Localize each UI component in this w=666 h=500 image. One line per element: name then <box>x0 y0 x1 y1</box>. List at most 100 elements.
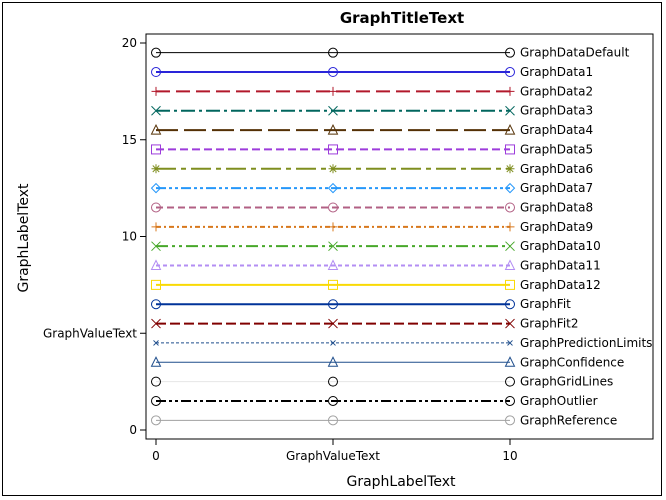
data-point-marker <box>151 202 161 213</box>
series-label: GraphReference <box>520 413 617 427</box>
data-point-marker <box>504 123 516 135</box>
data-point-marker <box>328 86 338 96</box>
series-graphdata9: GraphData9 <box>151 220 593 234</box>
series-label: GraphData9 <box>520 220 593 234</box>
data-point-marker <box>330 340 336 346</box>
data-point-marker <box>505 222 515 232</box>
series-graphdatadefault: GraphDataDefault <box>151 46 630 60</box>
x-axis-label: GraphLabelText <box>346 474 456 490</box>
data-point-marker <box>505 67 515 78</box>
series-graphdata1: GraphData1 <box>151 65 593 79</box>
series-graphdata3: GraphData3 <box>151 104 593 118</box>
data-point-marker <box>505 395 515 406</box>
series-graphreference: GraphReference <box>151 413 617 427</box>
data-point-marker <box>504 356 516 367</box>
data-point-marker <box>505 144 515 155</box>
data-point-marker <box>505 376 515 387</box>
chart-title: GraphTitleText <box>340 9 464 27</box>
data-point-marker <box>505 415 515 426</box>
data-point-marker <box>151 415 161 426</box>
series-graphdata5: GraphData5 <box>151 142 593 156</box>
series-label: GraphData5 <box>520 142 593 156</box>
series-graphpredictionlimits: GraphPredictionLimits <box>153 336 652 350</box>
data-point-marker <box>151 395 161 406</box>
data-point-marker <box>328 164 338 174</box>
data-point-marker <box>507 340 513 346</box>
series-label: GraphDataDefault <box>520 46 630 60</box>
y-tick-label: 10 <box>122 230 137 244</box>
data-point-marker <box>327 182 339 194</box>
series-graphoutlier: GraphOutlier <box>151 394 598 408</box>
series-graphdata4: GraphData4 <box>150 123 593 137</box>
data-point-marker <box>505 164 515 174</box>
data-point-marker <box>328 105 338 116</box>
series-label: GraphData1 <box>520 65 593 79</box>
y-tick-label: 20 <box>122 36 137 50</box>
data-point-marker <box>328 395 338 406</box>
series-label: GraphData2 <box>520 84 593 98</box>
series-label: GraphData10 <box>520 239 601 253</box>
series-label: GraphData7 <box>520 181 593 195</box>
data-point-marker <box>151 241 161 252</box>
series-label: GraphOutlier <box>520 394 598 408</box>
series-graphdata7: GraphData7 <box>150 181 593 195</box>
data-point-marker <box>153 340 159 346</box>
data-point-marker <box>328 241 338 252</box>
data-point-marker <box>150 356 162 367</box>
data-point-marker <box>151 299 161 310</box>
data-point-marker <box>505 105 515 116</box>
data-point-marker <box>151 376 161 387</box>
series-graphdata10: GraphData10 <box>151 239 601 253</box>
data-point-marker <box>504 259 516 271</box>
series-graphdata8: GraphData8 <box>151 200 593 214</box>
data-point-marker <box>505 47 515 58</box>
series-label: GraphData3 <box>520 104 593 118</box>
x-axis: 0 GraphValueText 10 <box>146 438 653 463</box>
data-point-marker <box>328 222 338 232</box>
y-tick-label: 0 <box>129 423 137 437</box>
data-point-marker <box>151 222 161 232</box>
data-point-marker <box>150 259 162 271</box>
x-tick-label: GraphValueText <box>286 449 380 463</box>
data-point-marker <box>505 318 515 329</box>
data-point-marker <box>150 182 162 194</box>
data-point-marker <box>151 318 161 329</box>
data-point-marker <box>328 415 338 426</box>
data-point-marker <box>327 259 339 271</box>
data-point-marker <box>151 144 161 155</box>
graph-frame <box>2 2 662 496</box>
data-point-marker <box>328 202 338 213</box>
y-tick-label: GraphValueText <box>43 326 137 340</box>
data-point-marker <box>505 279 515 290</box>
data-point-marker <box>505 86 515 96</box>
y-axis: 0 GraphValueText 10 15 20 <box>43 34 147 439</box>
data-point-marker <box>328 299 338 310</box>
series-graphgridlines: GraphGridLines <box>151 375 613 389</box>
series-label: GraphFit <box>520 297 571 311</box>
data-point-marker <box>151 86 161 96</box>
data-point-marker <box>151 67 161 78</box>
series-label: GraphData4 <box>520 123 593 137</box>
series-label: GraphFit2 <box>520 317 579 331</box>
data-point-marker <box>505 299 515 310</box>
data-point-marker <box>328 376 338 387</box>
series-label: GraphData6 <box>520 162 593 176</box>
data-point-marker <box>151 105 161 116</box>
series-group: GraphDataDefault GraphData1 GraphData2 Grap… <box>150 46 652 427</box>
series-label: GraphPredictionLimits <box>520 336 652 350</box>
series-graphdata2: GraphData2 <box>151 84 593 98</box>
data-point-marker <box>327 123 339 135</box>
data-point-marker <box>151 164 161 174</box>
series-label: GraphData12 <box>520 278 601 292</box>
y-tick-label: 15 <box>122 133 137 147</box>
data-point-marker <box>328 67 338 78</box>
x-tick-label: 10 <box>502 449 517 463</box>
data-point-marker <box>151 279 161 290</box>
x-tick-label: 0 <box>152 449 160 463</box>
series-graphdata11: GraphData11 <box>150 259 601 273</box>
data-point-marker <box>505 202 515 213</box>
series-label: GraphGridLines <box>520 375 613 389</box>
series-label: GraphData11 <box>520 259 601 273</box>
data-point-marker <box>328 318 338 329</box>
data-point-marker <box>151 47 161 58</box>
